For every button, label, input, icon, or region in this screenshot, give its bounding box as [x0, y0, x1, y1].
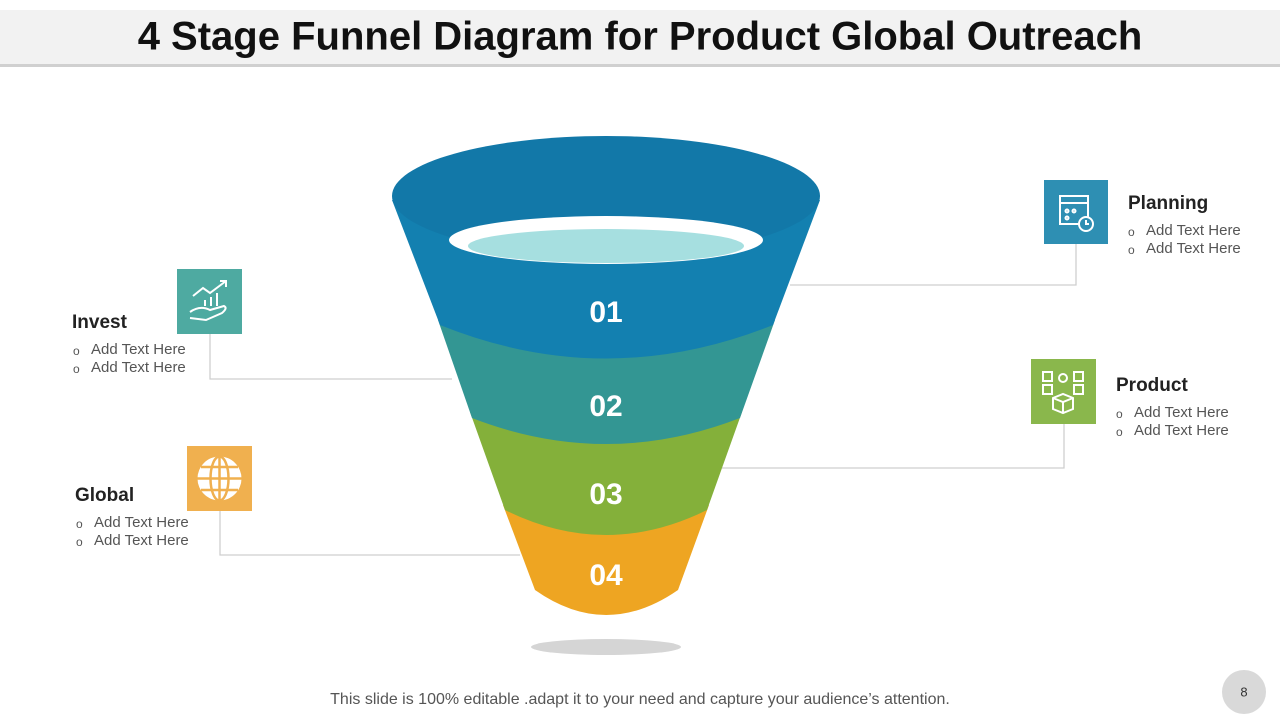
funnel-liquid	[468, 229, 744, 263]
icon-box	[1031, 359, 1096, 424]
connector	[219, 511, 520, 556]
callout-item: Add Text Here	[94, 514, 189, 531]
bullet: o	[1128, 243, 1135, 257]
bullet: o	[1116, 407, 1123, 421]
page-badge	[1222, 670, 1266, 714]
bullet: o	[76, 535, 83, 549]
callout-item: Add Text Here	[91, 341, 186, 358]
page-number: 8	[1240, 684, 1247, 699]
product-icon	[1042, 371, 1084, 415]
callout-title: Global	[75, 485, 134, 506]
funnel-stage	[438, 320, 775, 444]
funnel-shadow	[531, 639, 681, 655]
bullet: o	[73, 362, 80, 376]
icon-box	[177, 269, 242, 334]
footer-note: This slide is 100% editable .adapt it to…	[330, 691, 950, 708]
callout-item: Add Text Here	[1146, 240, 1241, 257]
stage-number: 01	[589, 296, 622, 329]
stage-number: 04	[589, 559, 623, 592]
title-rule	[0, 64, 1280, 67]
title: 4 Stage Funnel Diagram for Product Globa…	[138, 15, 1143, 59]
callout-title: Invest	[72, 312, 128, 333]
callout-title: Planning	[1128, 193, 1208, 214]
callout-item: Add Text Here	[1146, 222, 1241, 239]
stage-number: 02	[589, 390, 622, 423]
callout-item: Add Text Here	[1134, 404, 1229, 421]
connector	[209, 334, 452, 380]
callout-item: Add Text Here	[94, 532, 189, 549]
bullet: o	[73, 344, 80, 358]
calendar-icon	[1059, 195, 1094, 232]
title-bar	[0, 10, 1280, 64]
bullet: o	[1116, 425, 1123, 439]
callout-item: Add Text Here	[91, 359, 186, 376]
funnel-stage	[503, 505, 709, 615]
globe-icon	[197, 455, 242, 502]
connector	[790, 244, 1077, 286]
bullet: o	[76, 517, 83, 531]
connector	[722, 424, 1065, 469]
stage-number: 03	[589, 478, 622, 511]
invest-icon	[189, 280, 227, 322]
callout-item: Add Text Here	[1134, 422, 1229, 439]
callout-title: Product	[1116, 375, 1188, 396]
bullet: o	[1128, 225, 1135, 239]
funnel-stage	[470, 412, 742, 535]
